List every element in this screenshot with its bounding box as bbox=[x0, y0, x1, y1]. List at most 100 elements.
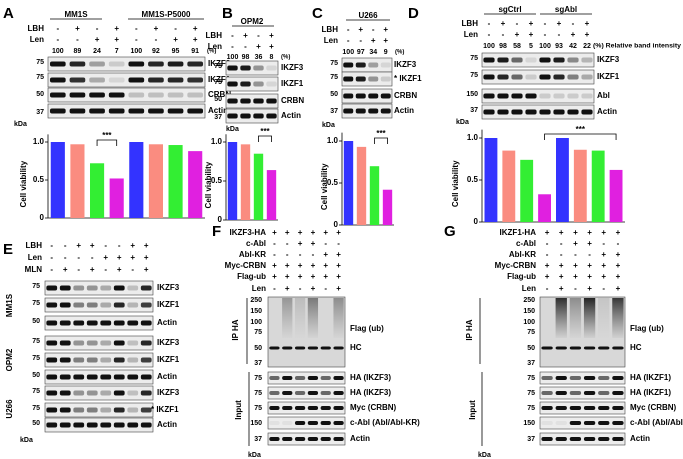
band bbox=[100, 302, 112, 308]
band bbox=[294, 376, 306, 380]
blot bbox=[44, 369, 154, 385]
band bbox=[294, 346, 306, 350]
mw-label: 75 bbox=[254, 390, 262, 397]
treatment-sign: + bbox=[269, 31, 274, 40]
band-label: HA (IKZF3) bbox=[350, 373, 391, 382]
treatment-name: Myc-CRBN bbox=[225, 261, 267, 270]
kda-label: kDa bbox=[322, 122, 335, 129]
band bbox=[240, 81, 251, 87]
band bbox=[86, 340, 98, 346]
band bbox=[497, 109, 509, 115]
treatment-sign: + bbox=[193, 24, 198, 33]
band bbox=[307, 346, 319, 350]
band bbox=[343, 93, 354, 99]
intensity-value: 93 bbox=[555, 43, 563, 50]
intensity-value: 100 bbox=[227, 54, 239, 61]
band bbox=[148, 108, 164, 114]
band bbox=[269, 437, 280, 441]
bar bbox=[188, 151, 203, 218]
band bbox=[89, 108, 105, 114]
band bbox=[113, 357, 125, 363]
band-label: * IKZF1 bbox=[394, 74, 422, 83]
treatment-sign: - bbox=[118, 241, 121, 250]
mw-label: 50 bbox=[32, 420, 40, 427]
y-tick-label: 0.5 bbox=[211, 176, 223, 185]
band bbox=[320, 437, 331, 441]
band bbox=[148, 61, 164, 67]
treatment-sign: + bbox=[117, 253, 122, 262]
mw-label: 37 bbox=[214, 114, 222, 121]
bar bbox=[70, 144, 85, 218]
bar bbox=[148, 144, 164, 218]
band-label: Actin bbox=[157, 318, 177, 327]
treatment-sign: + bbox=[571, 30, 576, 39]
blot bbox=[539, 371, 626, 385]
bar bbox=[266, 170, 277, 220]
y-tick-label: 1.0 bbox=[327, 136, 339, 145]
band bbox=[569, 346, 582, 350]
band bbox=[73, 320, 85, 326]
smear bbox=[612, 298, 624, 338]
band bbox=[100, 320, 112, 326]
mw-label: 75 bbox=[330, 74, 338, 81]
treatment-name: Len bbox=[464, 30, 478, 39]
band bbox=[266, 81, 277, 87]
band bbox=[167, 77, 184, 83]
intensity-value: 7 bbox=[115, 48, 119, 55]
band bbox=[333, 437, 344, 441]
band bbox=[598, 346, 610, 350]
treatment-sign: + bbox=[336, 228, 341, 237]
band bbox=[307, 376, 319, 380]
band bbox=[282, 406, 293, 410]
treatment-sign: - bbox=[324, 284, 327, 293]
band bbox=[46, 422, 58, 428]
blot bbox=[267, 416, 346, 430]
band bbox=[581, 93, 593, 99]
band bbox=[525, 57, 537, 63]
treatment-sign: + bbox=[336, 250, 341, 259]
treatment-sign: - bbox=[546, 284, 549, 293]
band-label: IKZF3 bbox=[157, 338, 180, 347]
mw-label: 50 bbox=[32, 318, 40, 325]
intensity-value: 58 bbox=[513, 43, 521, 50]
band bbox=[355, 76, 366, 82]
band bbox=[127, 407, 139, 413]
band bbox=[583, 346, 596, 350]
band bbox=[282, 346, 293, 350]
band bbox=[567, 74, 579, 80]
band bbox=[598, 391, 610, 395]
treatment-sign: - bbox=[50, 241, 53, 250]
input-label: Input bbox=[234, 400, 243, 420]
smear bbox=[333, 298, 344, 338]
mw-label: 150 bbox=[523, 420, 535, 427]
band bbox=[73, 374, 85, 380]
treatment-sign: + bbox=[76, 241, 81, 250]
band bbox=[555, 406, 567, 410]
mw-label: 50 bbox=[36, 91, 44, 98]
treatment-sign: + bbox=[501, 19, 506, 28]
treatment-sign: + bbox=[336, 261, 341, 270]
y-tick-label: 1.0 bbox=[33, 137, 45, 146]
panel-letter: A bbox=[3, 5, 14, 22]
band bbox=[89, 77, 105, 83]
treatment-sign: - bbox=[488, 30, 491, 39]
band bbox=[307, 406, 319, 410]
blot bbox=[267, 371, 346, 385]
treatment-sign: + bbox=[323, 228, 328, 237]
band bbox=[269, 346, 280, 350]
treatment-name: LBH bbox=[322, 25, 339, 34]
treatment-sign: - bbox=[347, 25, 350, 34]
band bbox=[113, 302, 125, 308]
band bbox=[598, 437, 610, 441]
band bbox=[89, 61, 105, 67]
band bbox=[583, 391, 596, 395]
band bbox=[583, 376, 596, 380]
y-axis-label: Cell viability bbox=[19, 160, 28, 207]
band bbox=[167, 92, 184, 98]
intensity-value: 9 bbox=[384, 49, 388, 56]
treatment-sign: + bbox=[616, 284, 621, 293]
mw-label: 37 bbox=[330, 108, 338, 115]
intensity-unit: (%) Relative band intensity bbox=[593, 44, 682, 50]
band bbox=[368, 108, 379, 114]
treatment-name: MLN bbox=[25, 265, 43, 274]
